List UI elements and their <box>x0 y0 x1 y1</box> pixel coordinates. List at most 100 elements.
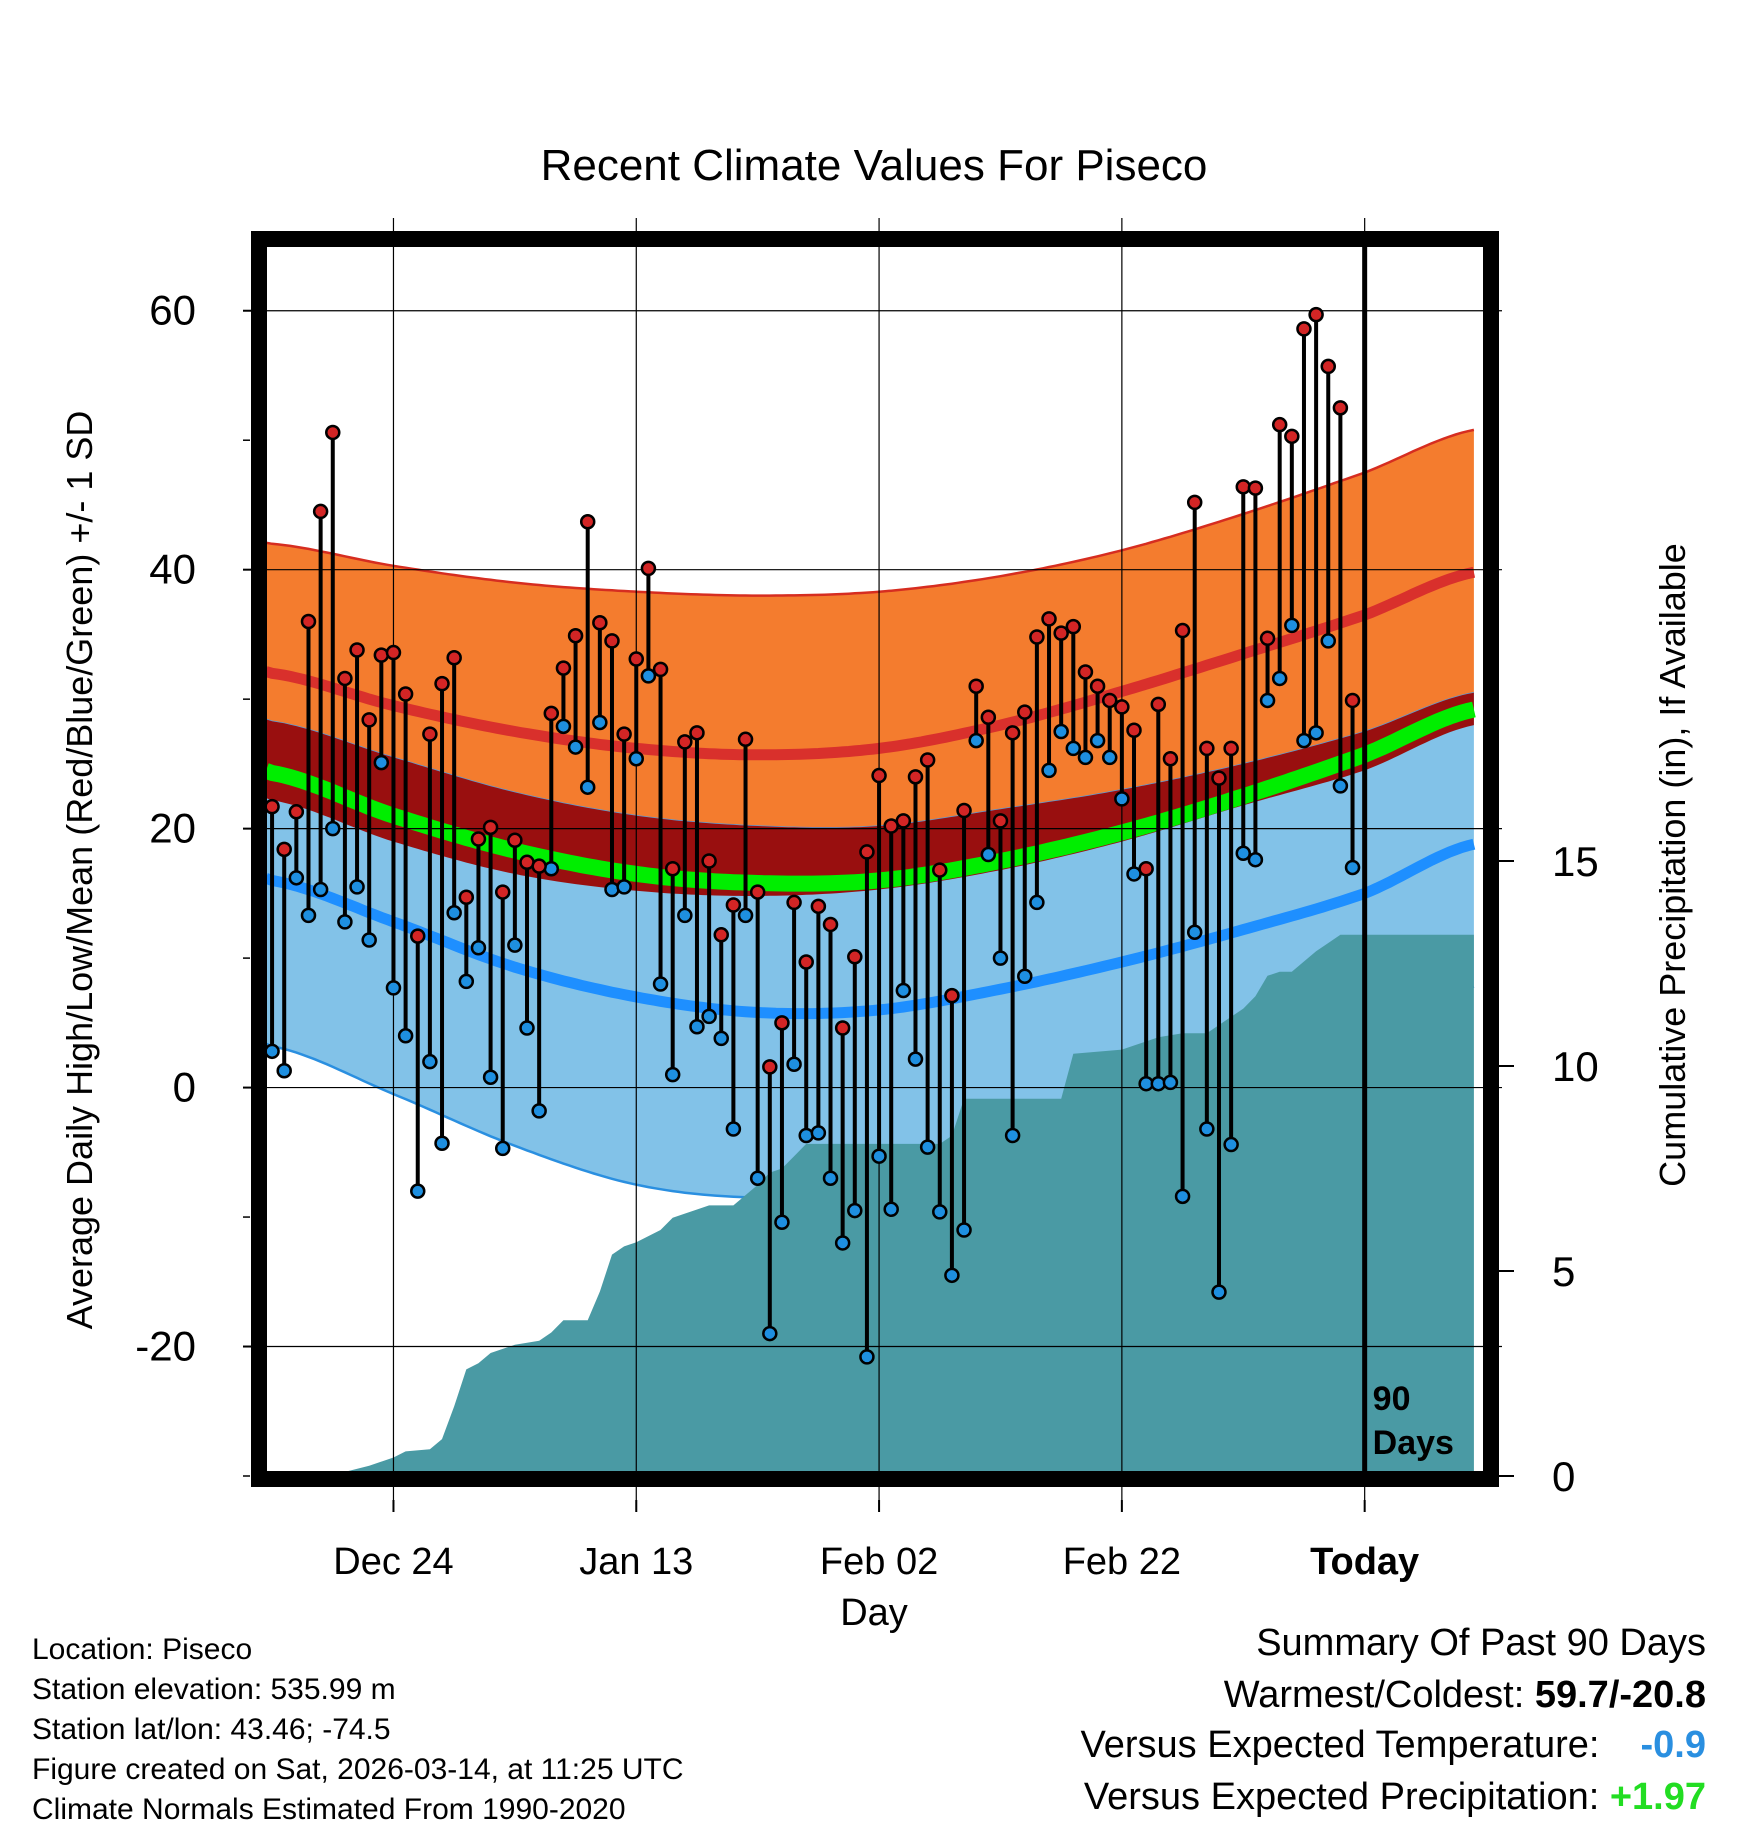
high-marker <box>652 661 669 678</box>
high-marker <box>737 731 754 748</box>
high-marker <box>264 798 280 815</box>
temp-value: -0.9 <box>1640 1724 1706 1766</box>
high-marker <box>555 660 572 676</box>
low-marker <box>1101 749 1118 766</box>
plot-frame <box>251 231 1499 1487</box>
high-normal-line <box>266 566 1476 761</box>
low-marker <box>737 907 754 924</box>
high-marker <box>1041 611 1057 627</box>
high-marker <box>410 928 426 944</box>
low-marker <box>932 1204 948 1220</box>
high-marker <box>422 726 438 742</box>
high-marker <box>276 841 292 858</box>
x-tick-label: Today <box>1310 1541 1419 1583</box>
warmest-value: 59.7/-20.8 <box>1534 1674 1706 1716</box>
low-marker <box>628 750 645 767</box>
high-marker <box>1174 622 1191 639</box>
high-marker <box>749 884 766 900</box>
meta-normals: Climate Normals Estimated From 1990-2020 <box>32 1793 626 1826</box>
summary-precip: Versus Expected Precipitation: +1.97 <box>1084 1776 1706 1819</box>
x-tick-label: Feb 22 <box>1063 1541 1181 1583</box>
high-marker <box>470 831 487 847</box>
low-marker <box>604 881 620 898</box>
axes: Dec 24 Jan 13 Feb 02 Feb 22 Today -20 0 20 40 60 0… <box>135 287 1598 1583</box>
low-marker <box>1041 762 1057 779</box>
high-marker <box>1308 306 1324 323</box>
high-marker <box>956 802 972 819</box>
x-tick-label: Jan 13 <box>579 1541 693 1583</box>
high-marker <box>859 844 875 860</box>
today-label-line: Days <box>1373 1424 1454 1462</box>
low-marker <box>434 1135 450 1152</box>
high-marker <box>337 670 353 687</box>
y-tick-label: 20 <box>149 805 196 852</box>
low-marker <box>1065 740 1082 757</box>
high-marker <box>1017 704 1033 720</box>
y-axis-label: Average Daily High/Low/Mean (Red/Blue/Gr… <box>59 411 100 1330</box>
high-marker <box>543 705 560 722</box>
high-marker <box>1271 416 1288 433</box>
low-marker <box>579 779 596 795</box>
high-marker <box>822 916 839 933</box>
low-marker <box>531 1103 547 1119</box>
low-marker <box>1017 968 1033 984</box>
high-marker <box>762 1059 778 1075</box>
low-marker <box>349 879 365 895</box>
high-marker <box>1199 740 1215 757</box>
low-marker <box>1077 749 1094 766</box>
summary-title: Summary Of Past 90 Days <box>1256 1622 1706 1665</box>
high-marker <box>579 514 596 530</box>
high-marker <box>980 709 997 726</box>
y-tick-label: 0 <box>173 1064 196 1111</box>
low-marker <box>847 1202 863 1219</box>
meta-latlon: Station lat/lon: 43.46; -74.5 <box>32 1713 391 1746</box>
low-marker <box>956 1222 972 1238</box>
low-marker <box>664 1066 681 1083</box>
high-marker <box>531 858 547 874</box>
low-marker <box>1308 725 1324 741</box>
precip-fill <box>272 934 1474 1476</box>
low-marker <box>519 1020 535 1036</box>
high-marker <box>312 503 329 520</box>
high-marker <box>1150 696 1167 713</box>
high-marker <box>1089 678 1106 694</box>
high-marker <box>798 954 814 970</box>
low-marker <box>895 982 912 999</box>
low-marker <box>640 668 657 684</box>
low-marker <box>1199 1121 1215 1137</box>
low-marker <box>555 718 572 735</box>
y2-axis-label: Cumulative Precipitation (in), If Availa… <box>1652 543 1693 1187</box>
low-marker <box>762 1325 778 1342</box>
low-marker <box>494 1140 511 1157</box>
high-marker <box>810 898 827 915</box>
summary-title-text: Summary Of Past 90 Days <box>1256 1622 1706 1664</box>
high-marker <box>1065 618 1082 635</box>
y2-tick-label: 0 <box>1552 1453 1575 1500</box>
low-marker <box>1344 859 1361 876</box>
high-marker <box>786 894 802 911</box>
high-plus-sd-line <box>266 428 1475 597</box>
summary-temp: Versus Expected Temperature: -0.9 <box>1081 1724 1706 1767</box>
high-marker <box>713 927 729 943</box>
y-tick-label: 60 <box>149 287 196 334</box>
daily-markers <box>264 306 1361 1365</box>
low-marker <box>907 1051 924 1067</box>
high-marker <box>361 712 377 728</box>
low-marker <box>1089 732 1106 749</box>
precipitation-area <box>272 934 1474 1476</box>
high-marker <box>373 647 390 663</box>
low-marker <box>264 1043 280 1060</box>
low-marker <box>1114 791 1130 807</box>
mean-normal-line <box>266 701 1476 892</box>
high-marker <box>1296 321 1312 337</box>
meta-location: Location: Piseco <box>32 1633 253 1666</box>
low-marker <box>786 1056 802 1073</box>
high-marker <box>932 862 948 878</box>
chart-title: Recent Climate Values For Piseco <box>541 141 1208 190</box>
high-marker <box>1126 722 1142 738</box>
today-label-line: 90 <box>1373 1380 1411 1418</box>
high-marker <box>774 1015 790 1031</box>
low-marker <box>361 932 377 948</box>
low-marker <box>1186 924 1203 940</box>
high-marker <box>592 615 608 631</box>
